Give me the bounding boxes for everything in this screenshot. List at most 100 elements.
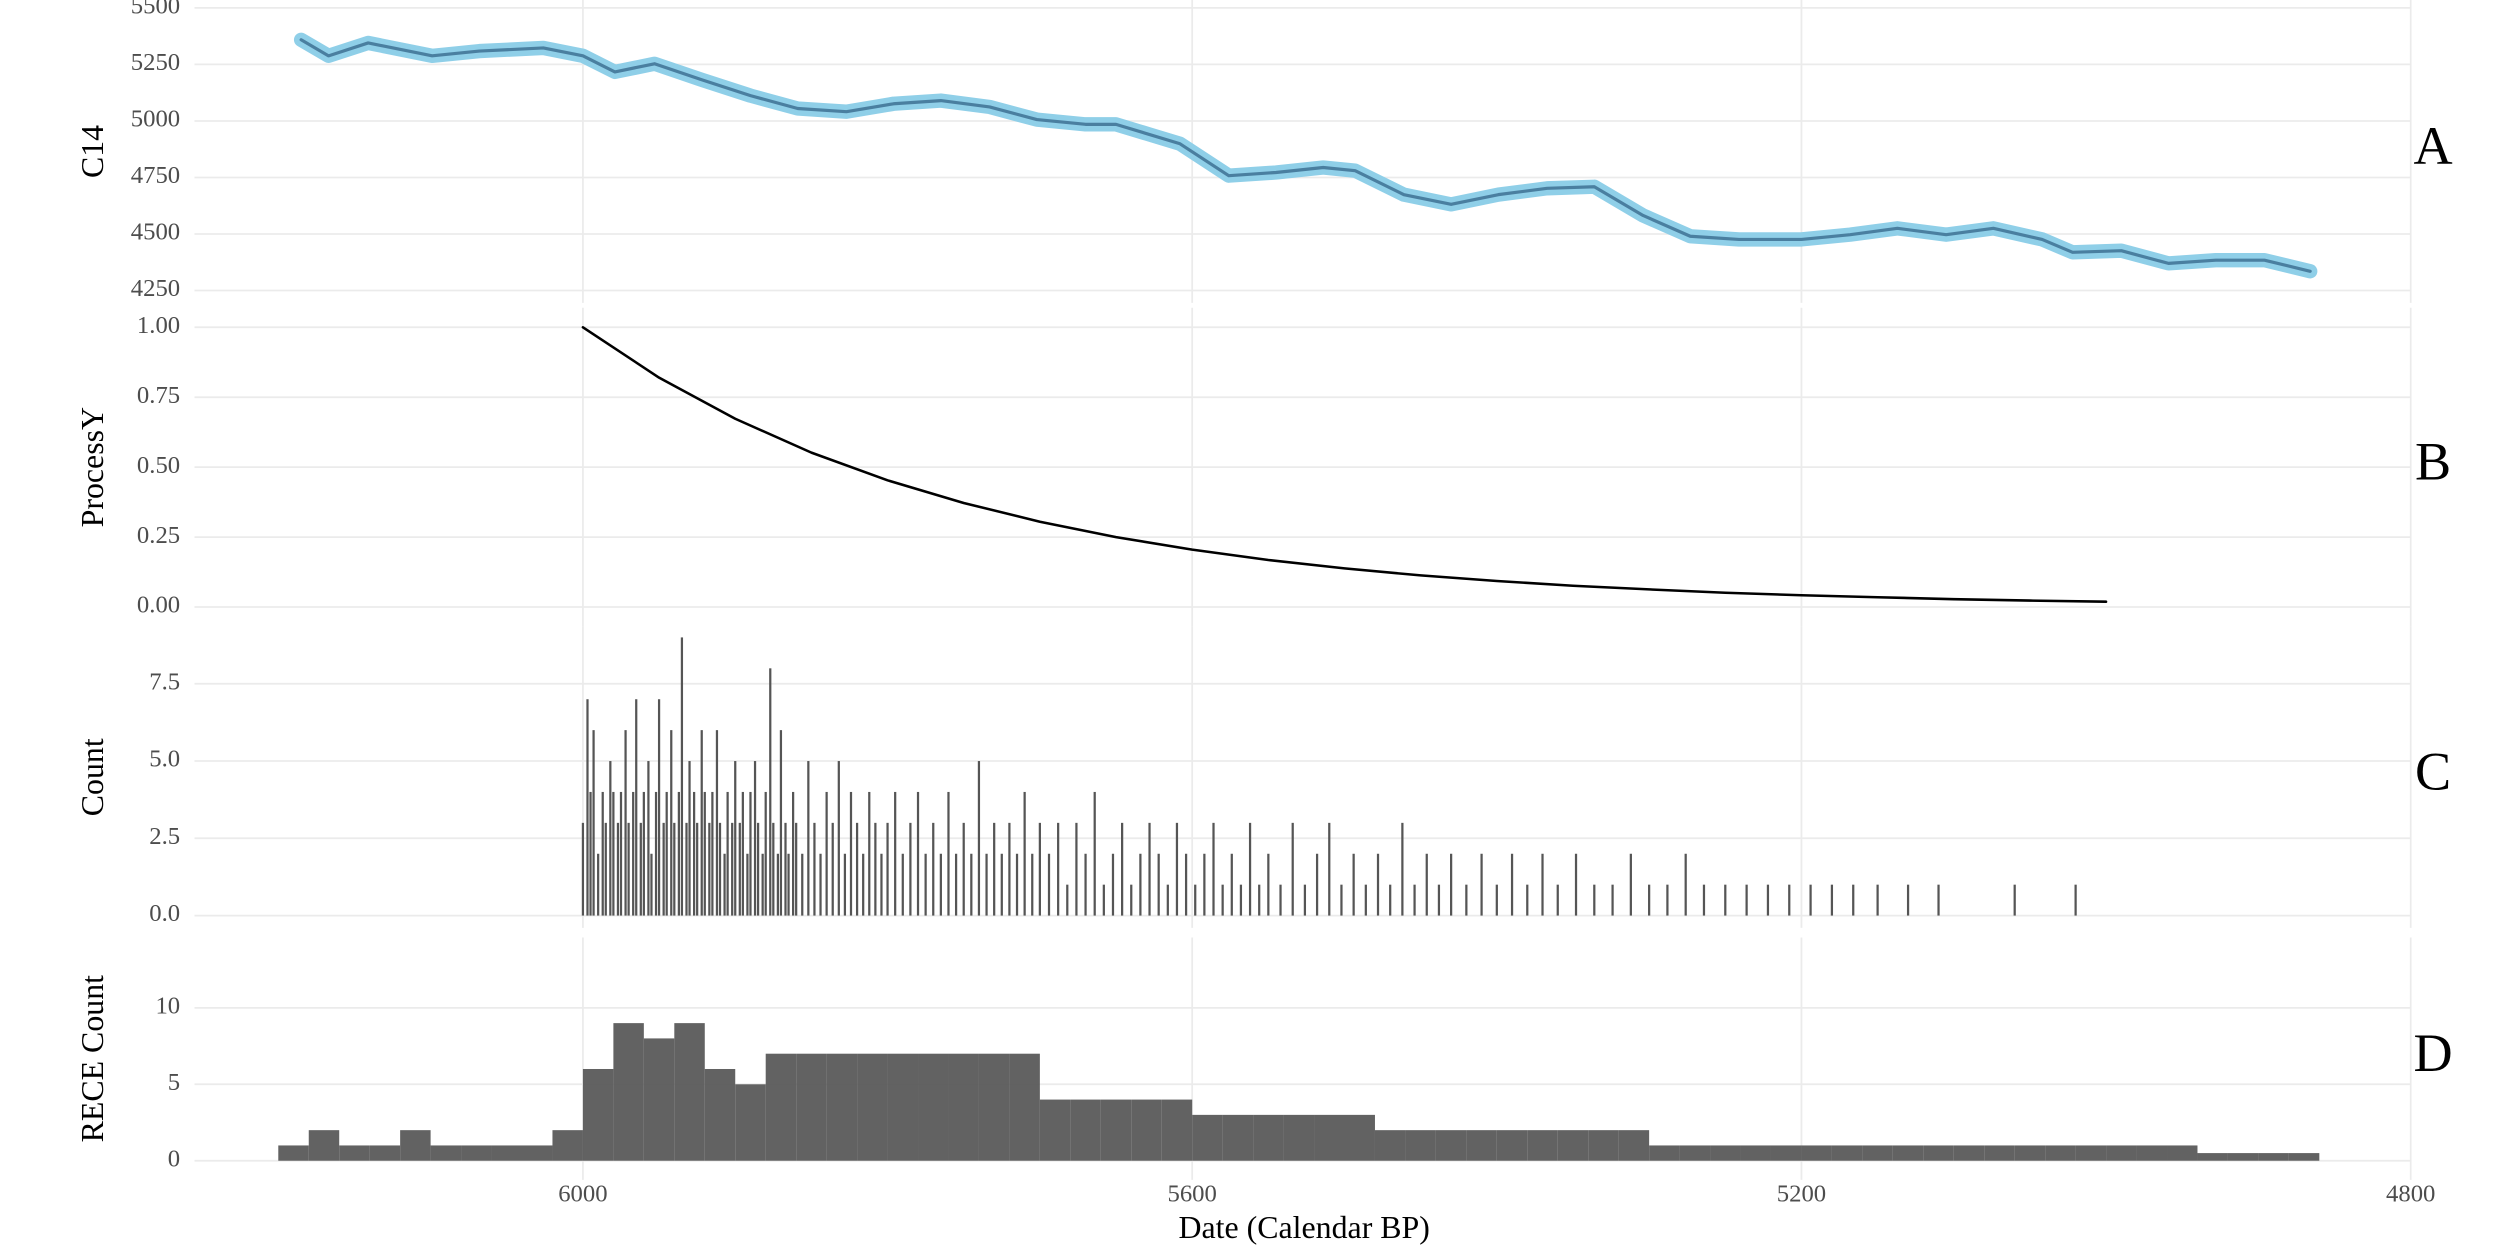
bar (1666, 884, 1669, 916)
bar (1258, 884, 1261, 916)
bar (1684, 853, 1687, 916)
bar (1131, 1099, 1162, 1161)
bar (1015, 853, 1019, 916)
bar (1111, 853, 1115, 916)
bar (1157, 853, 1160, 916)
bar (1831, 1145, 1863, 1161)
bar (1315, 853, 1319, 916)
bar (665, 791, 668, 916)
bar (1527, 1130, 1558, 1161)
y-tick-label: 0.25 (137, 522, 180, 549)
bar (1906, 884, 1910, 916)
bar (1466, 1130, 1497, 1161)
bar (2258, 1153, 2289, 1161)
bar (685, 822, 688, 916)
y-tick-label: 5.0 (149, 746, 180, 773)
bar (1340, 884, 1343, 916)
bar (1876, 884, 1879, 916)
bar (1121, 822, 1124, 916)
bar (604, 822, 607, 916)
bar (1510, 853, 1514, 916)
bar (1221, 884, 1224, 916)
bar (862, 853, 865, 916)
bar (1175, 822, 1179, 916)
bar (692, 791, 696, 916)
bar (886, 822, 889, 916)
y-tick-label: 10 (155, 993, 180, 1020)
bar (1740, 1145, 1771, 1161)
bar (1480, 853, 1483, 916)
bar (1618, 1130, 1650, 1161)
bar (1801, 1145, 1832, 1161)
y-tick-label: 5 (168, 1069, 180, 1096)
y-axis-title: ProcessY (75, 407, 110, 527)
bar (2106, 1145, 2137, 1161)
bar (1203, 853, 1206, 916)
bar (776, 853, 780, 916)
bar (601, 791, 604, 916)
bar (1267, 853, 1270, 916)
bar (715, 730, 719, 916)
bar (855, 822, 859, 916)
bar (1130, 884, 1133, 916)
x-tick-label: 6000 (558, 1180, 607, 1207)
bar (1830, 884, 1834, 916)
bar (813, 822, 816, 916)
bar (677, 791, 680, 916)
bar (962, 822, 965, 916)
bar (1148, 822, 1151, 916)
bar (726, 791, 729, 916)
y-tick-label: 5000 (131, 106, 180, 133)
bar (1435, 1130, 1467, 1161)
y-axis-title: RECE Count (75, 975, 110, 1143)
line (581, 326, 2108, 603)
bar (1283, 1114, 1315, 1161)
bar (734, 761, 737, 916)
bar (1984, 1145, 2015, 1161)
y-tick-label: 0.00 (137, 592, 180, 619)
bar (1526, 884, 1529, 916)
bar (916, 791, 920, 916)
bar (993, 822, 996, 916)
bar (723, 853, 726, 916)
bar (1376, 853, 1380, 916)
bar (700, 730, 703, 916)
bar (619, 791, 623, 916)
y-tick-label: 0.0 (149, 900, 180, 927)
bar (1809, 884, 1812, 916)
bar (2136, 1145, 2168, 1161)
bar (843, 853, 847, 916)
bar (746, 853, 749, 916)
bar (2074, 884, 2077, 916)
bar (769, 668, 772, 916)
bar (1239, 884, 1243, 916)
bar (1401, 822, 1404, 916)
bar (932, 822, 935, 916)
bar (616, 822, 620, 916)
bar (369, 1145, 401, 1161)
bar (1923, 1145, 1954, 1161)
bar (977, 761, 981, 916)
bar (1161, 1099, 1193, 1161)
bar (647, 761, 650, 916)
bar (868, 791, 871, 916)
bar (978, 1053, 1010, 1161)
y-tick-label: 7.5 (149, 668, 180, 695)
bar (765, 1053, 797, 1161)
bar (704, 1068, 736, 1161)
bar (2288, 1153, 2320, 1161)
bar (589, 791, 592, 916)
bar (1724, 884, 1727, 916)
bar (849, 791, 853, 916)
bar (1031, 853, 1034, 916)
bar (753, 761, 757, 916)
bar (1139, 853, 1142, 916)
panel-label: D (2413, 1023, 2452, 1083)
bar (1437, 884, 1441, 916)
bar (831, 822, 834, 916)
bar (1852, 884, 1855, 916)
bar (787, 853, 790, 916)
bar (2075, 1145, 2107, 1161)
bar (985, 853, 988, 916)
